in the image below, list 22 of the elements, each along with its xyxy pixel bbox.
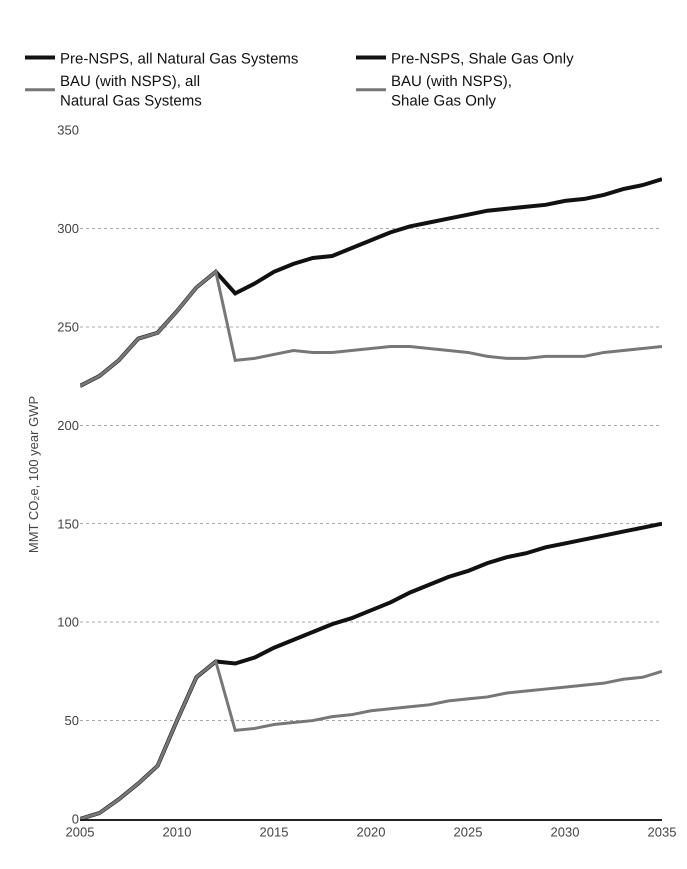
x-tick-label: 2020 [356, 824, 386, 840]
x-tick-label: 2030 [550, 824, 580, 840]
x-tick-label: 2025 [454, 824, 482, 840]
legend-label: Pre-NSPS, all Natural Gas Systems [60, 50, 298, 68]
y-tick-label: 0 [72, 812, 79, 827]
legend-label: Pre-NSPS, Shale Gas Only [391, 50, 574, 68]
line-series [80, 660, 662, 819]
y-tick-label: 250 [57, 319, 79, 334]
y-tick-label: 300 [57, 220, 79, 236]
x-tick-label: 2015 [260, 824, 288, 840]
y-tick-label: 150 [57, 516, 79, 532]
y-tick-label: 100 [57, 614, 79, 630]
x-tick-label: 2035 [648, 824, 676, 840]
y-tick-label: 200 [57, 418, 79, 433]
legend-label: BAU (with NSPS), all Natural Gas Systems [60, 72, 202, 110]
y-tick-label: 50 [64, 713, 79, 728]
legend-label: BAU (with NSPS), Shale Gas Only [391, 72, 512, 110]
y-tick-label: 350 [57, 122, 79, 138]
x-tick-label: 2005 [66, 824, 94, 840]
x-tick-label: 2010 [162, 824, 192, 840]
y-axis-title: MMT CO₂e, 100 year GWP [26, 396, 42, 554]
line-series [80, 270, 662, 388]
